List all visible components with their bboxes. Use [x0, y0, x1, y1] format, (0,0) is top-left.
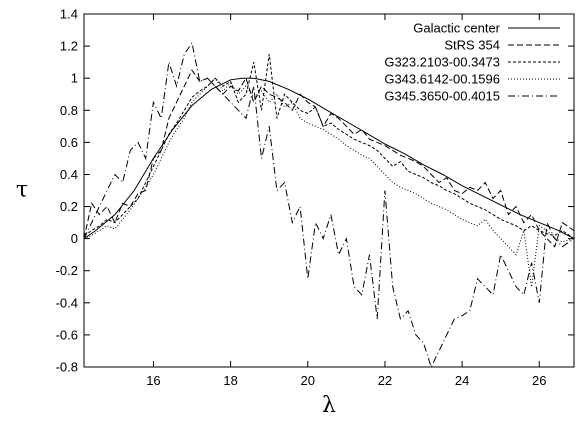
- series-line-2: [84, 69, 574, 248]
- y-tick-label: 1.4: [60, 7, 78, 22]
- y-tick-label: 0.6: [60, 135, 78, 150]
- legend-label: StRS 354: [444, 38, 500, 53]
- y-tick-label: 0.8: [60, 103, 78, 118]
- plot-frame: [83, 13, 575, 368]
- y-tick-label: -0.4: [56, 295, 78, 310]
- y-tick-label: 1: [71, 71, 78, 86]
- legend-label: Galactic center: [413, 21, 500, 36]
- y-axis-ticks: -0.8 -0.6 -0.4 -0.2 0 0.2 0.4 0.6 0.8 1 1.2 1.4: [56, 7, 574, 375]
- y-tick-label: 0.2: [60, 199, 78, 214]
- series-line-5: [84, 41, 574, 367]
- legend-label: G323.2103-00.3473: [384, 55, 500, 70]
- x-axis-label: λ: [322, 393, 336, 418]
- legend-label: G343.6142-00.1596: [384, 72, 500, 87]
- series-line-3: [84, 54, 574, 240]
- x-tick-label: 26: [532, 373, 546, 388]
- y-tick-label: 1.2: [60, 39, 78, 54]
- y-tick-label: -0.6: [56, 327, 78, 342]
- series-line-1: [84, 77, 574, 240]
- y-tick-label: 0.4: [60, 167, 78, 182]
- plot-lines: [84, 41, 574, 367]
- y-axis-label: τ: [16, 178, 28, 203]
- y-tick-label: -0.8: [56, 360, 78, 375]
- x-axis-ticks: 16 18 20 22 24 26: [146, 14, 547, 388]
- x-tick-label: 16: [146, 373, 160, 388]
- y-tick-label: -0.2: [56, 263, 78, 278]
- x-tick-label: 18: [223, 373, 237, 388]
- x-tick-label: 20: [301, 373, 315, 388]
- legend-label: G345.3650-00.4015: [384, 89, 500, 104]
- x-tick-label: 24: [455, 373, 469, 388]
- x-tick-label: 22: [378, 373, 392, 388]
- series-line-4: [84, 77, 574, 287]
- y-tick-label: 0: [71, 231, 78, 246]
- legend: Galactic center StRS 354 G323.2103-00.3473…: [384, 21, 560, 104]
